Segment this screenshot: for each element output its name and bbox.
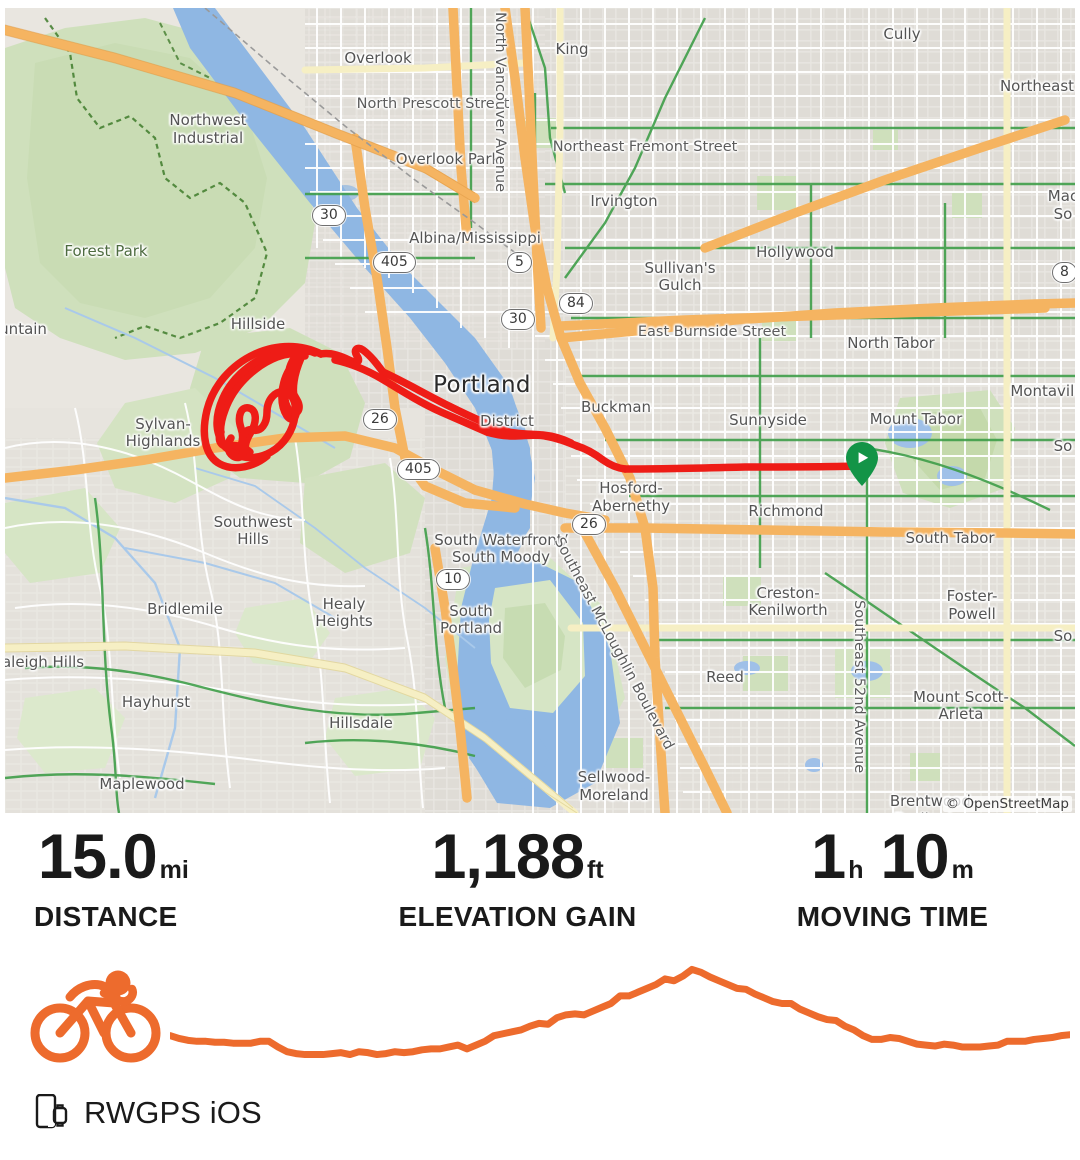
stat-time-hours: 1 — [811, 822, 846, 892]
stat-distance-label: DISTANCE — [34, 901, 178, 932]
elevation-row — [0, 952, 1080, 1072]
stat-elevation-label: ELEVATION GAIN — [398, 901, 637, 932]
stat-elevation-gain: 1,188 ft ELEVATION GAIN — [330, 826, 705, 946]
source-footer: RWGPS iOS — [0, 1088, 1080, 1138]
highway-shield-84-3: 84 — [559, 293, 593, 315]
stat-distance: 15.0 mi DISTANCE — [0, 826, 330, 946]
stat-distance-unit: mi — [159, 856, 189, 884]
stat-moving-time: 1 h 10 m MOVING TIME — [705, 826, 1080, 946]
phone-watch-icon — [35, 1094, 68, 1129]
stat-time-minutes: 10 — [880, 822, 950, 892]
highway-shield-26-8: 26 — [572, 514, 606, 536]
highway-shield-405-1: 405 — [373, 252, 416, 274]
highway-shield-8-5: 8 — [1052, 262, 1075, 284]
elevation-profile-chart — [170, 952, 1070, 1072]
highway-shield-30-4: 30 — [501, 309, 535, 331]
highway-shield-5-2: 5 — [507, 252, 532, 274]
stat-elevation-number: 1,188 — [431, 822, 585, 892]
highway-shield-26-6: 26 — [363, 409, 397, 431]
source-label: RWGPS iOS — [84, 1095, 262, 1130]
osm-attribution[interactable]: © OpenStreetMap — [942, 796, 1072, 812]
stat-time-label: MOVING TIME — [796, 901, 989, 932]
highway-shield-405-7: 405 — [397, 459, 440, 481]
stat-elevation-value: 1,188 ft — [330, 826, 705, 889]
route-line — [200, 342, 864, 473]
stat-distance-number: 15.0 — [38, 822, 158, 892]
stat-time-value: 1 h 10 m — [705, 826, 1080, 889]
map-tiles — [5, 8, 1075, 813]
stat-elevation-unit: ft — [587, 856, 604, 884]
cyclist-icon — [30, 970, 161, 1063]
highway-shield-10-9: 10 — [436, 569, 470, 591]
map-canvas[interactable]: Portland Overlook King Cully Northwest Indust… — [5, 8, 1075, 813]
route-end-marker[interactable] — [845, 441, 879, 487]
elevation-line — [170, 969, 1070, 1054]
stat-time-minutes-unit: m — [951, 856, 974, 884]
stat-time-hours-unit: h — [848, 856, 864, 884]
stats-row: 15.0 mi DISTANCE 1,188 ft ELEVATION GAIN 1… — [0, 826, 1080, 946]
stat-distance-value: 15.0 mi — [0, 826, 330, 889]
highway-shield-30-0: 30 — [312, 205, 346, 227]
map-panel[interactable]: Portland Overlook King Cully Northwest Indust… — [0, 0, 1080, 818]
